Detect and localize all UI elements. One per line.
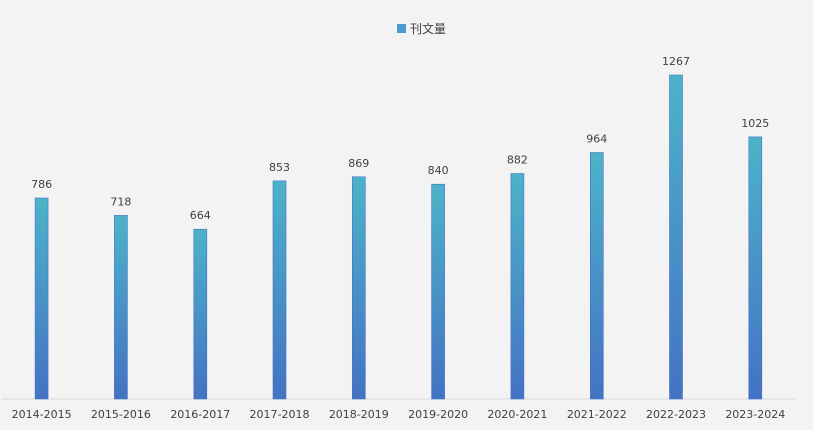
data-label-2014-2015: 786 [31, 178, 52, 191]
x-tick-label-2020-2021: 2020-2021 [487, 408, 547, 421]
x-tick-label-2018-2019: 2018-2019 [329, 408, 389, 421]
x-tick-label-2015-2016: 2015-2016 [91, 408, 151, 421]
data-label-2017-2018: 853 [269, 161, 290, 174]
bar-2016-2017 [193, 228, 208, 400]
bar-2021-2022 [589, 152, 604, 400]
data-label-2022-2023: 1267 [662, 55, 690, 68]
bar-2023-2024 [748, 136, 763, 400]
legend-swatch [397, 24, 406, 33]
data-label-2019-2020: 840 [428, 164, 449, 177]
data-labels: 786 718 664 853 869 840 882 964 1267 1025 [31, 55, 769, 222]
x-tick-label-2017-2018: 2017-2018 [250, 408, 310, 421]
legend: 刊文量 [397, 21, 446, 36]
bar-2018-2019 [351, 176, 366, 400]
bar-2014-2015 [34, 197, 49, 400]
legend-label: 刊文量 [410, 21, 446, 36]
data-label-2021-2022: 964 [586, 133, 607, 146]
data-label-2023-2024: 1025 [741, 117, 769, 130]
x-tick-label-2019-2020: 2019-2020 [408, 408, 468, 421]
bar-2015-2016 [114, 215, 128, 400]
bar-2020-2021 [510, 173, 525, 400]
data-label-2020-2021: 882 [507, 154, 528, 167]
data-label-2016-2017: 664 [190, 209, 211, 222]
x-axis-tick-labels: 2014-2015 2015-2016 2016-2017 2017-2018 2018… [12, 408, 786, 421]
x-tick-label-2014-2015: 2014-2015 [12, 408, 72, 421]
x-tick-label-2016-2017: 2016-2017 [170, 408, 230, 421]
bar-2017-2018 [272, 180, 287, 400]
bars [34, 74, 763, 400]
data-label-2018-2019: 869 [348, 157, 369, 170]
x-tick-label-2023-2024: 2023-2024 [725, 408, 785, 421]
x-tick-label-2022-2023: 2022-2023 [646, 408, 706, 421]
x-tick-label-2021-2022: 2021-2022 [567, 408, 627, 421]
data-label-2015-2016: 718 [110, 195, 131, 208]
bar-2019-2020 [431, 183, 445, 400]
bar-2022-2023 [669, 74, 683, 400]
